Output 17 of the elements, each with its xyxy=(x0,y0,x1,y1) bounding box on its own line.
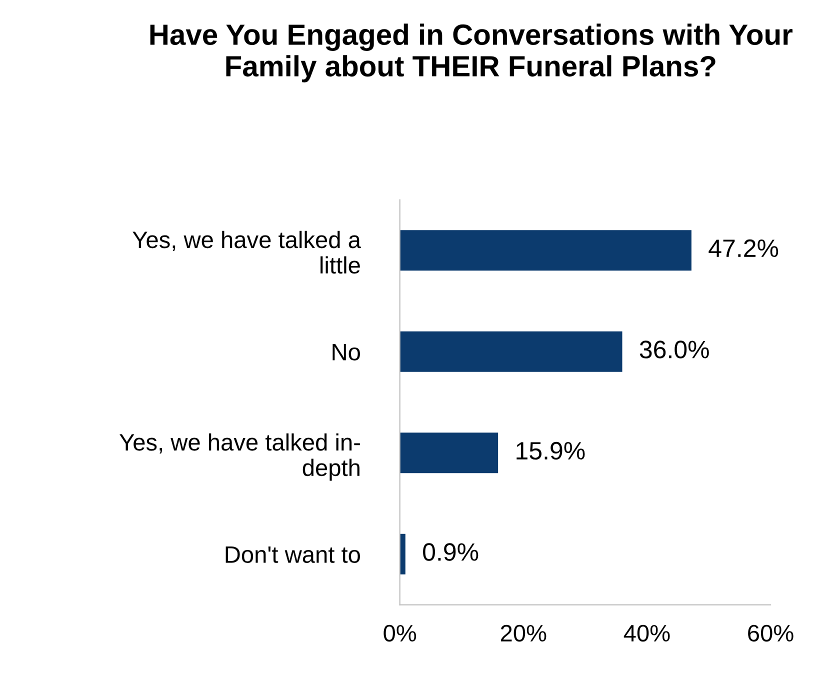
bar xyxy=(400,230,692,271)
x-tick-label: 60% xyxy=(748,624,794,642)
y-tick-label: Don't want to xyxy=(226,546,360,563)
bar xyxy=(400,432,498,474)
bar xyxy=(400,331,622,372)
data-label: 0.9% xyxy=(423,543,478,561)
data-label: 15.9% xyxy=(516,442,585,460)
data-label: 36.0% xyxy=(640,340,709,358)
chart-title: Have You Engaged in Conversations with Your Family about THEIR Funeral Plans? xyxy=(150,24,792,82)
bar xyxy=(400,534,406,574)
data-label: 47.2% xyxy=(708,239,778,258)
x-tick-label: 40% xyxy=(624,624,670,642)
y-tick-label: No xyxy=(332,344,360,360)
y-tick-label: Yes, we have talked in-depth xyxy=(120,433,360,481)
x-tick-label: 0% xyxy=(384,624,416,642)
x-tick-label: 20% xyxy=(500,624,546,642)
y-tick-label: Yes, we have talked a little xyxy=(132,230,361,274)
